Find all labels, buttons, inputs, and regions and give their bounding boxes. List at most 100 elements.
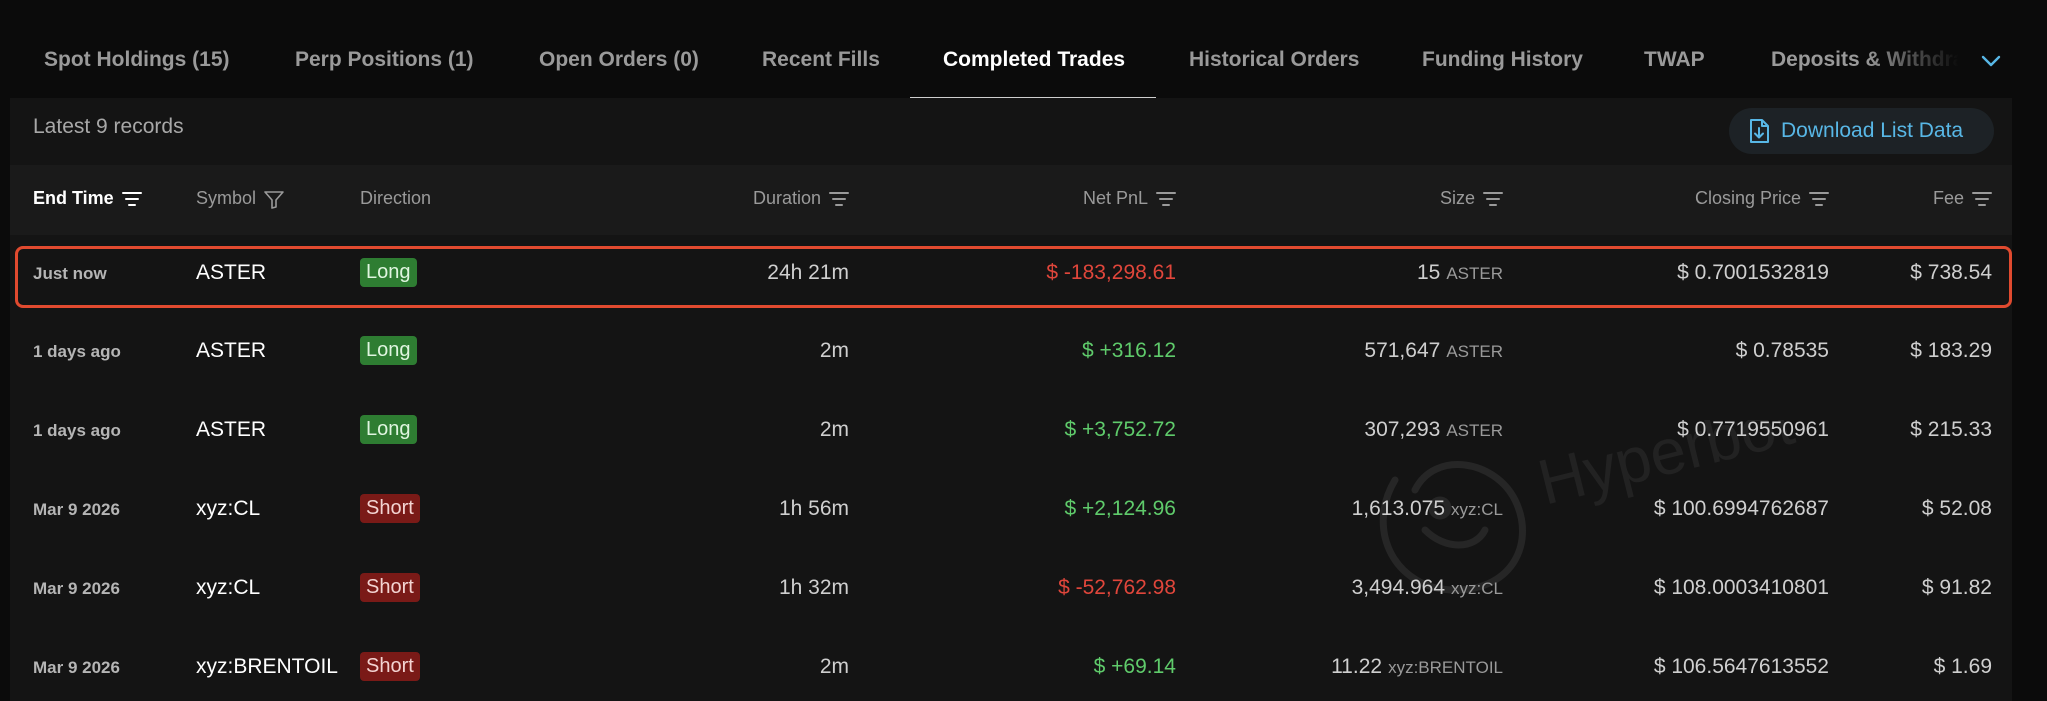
tab-bar: Spot Holdings (15) Perp Positions (1) Op… — [0, 0, 2047, 99]
row-net-pnl: $ +69.14 — [1093, 655, 1176, 678]
row-duration: 2m — [819, 339, 849, 362]
row-duration: 2m — [819, 655, 849, 678]
row-closing-price: $ 0.7719550961 — [1677, 418, 1829, 441]
row-size: 307,293 ASTER — [1364, 418, 1503, 442]
col-direction-label: Direction — [360, 188, 432, 208]
row-end-time: Mar 9 2026 — [33, 658, 120, 677]
tab-funding-history[interactable]: Funding History — [1422, 48, 1583, 71]
row-fee: $ 215.33 — [1910, 418, 1992, 441]
row-duration: 1h 56m — [778, 497, 849, 520]
direction-badge: Short — [360, 573, 420, 602]
table-row[interactable]: Just now ASTER Long 24h 21m $ -183,298.6… — [10, 242, 2012, 320]
row-size-value: 15 — [1416, 261, 1441, 284]
row-symbol[interactable]: xyz:CL — [196, 576, 261, 599]
download-list-label: Download List Data — [1781, 119, 1964, 142]
sort-lines-icon — [1156, 191, 1176, 207]
table-header: End Time Symbol Direction Duration Net P… — [10, 165, 2012, 235]
chevron-down-icon[interactable] — [1976, 46, 2006, 76]
col-closing-price-label: Closing Price — [1694, 188, 1801, 208]
col-symbol[interactable]: Symbol — [196, 188, 284, 209]
tab-spot-holdings[interactable]: Spot Holdings (15) — [44, 48, 230, 71]
col-direction: Direction — [360, 188, 431, 209]
row-end-time: Mar 9 2026 — [33, 579, 120, 598]
row-fee: $ 52.08 — [1921, 497, 1992, 520]
row-end-time: Mar 9 2026 — [33, 500, 120, 519]
row-symbol[interactable]: ASTER — [196, 339, 267, 362]
row-size-unit: ASTER — [1446, 421, 1503, 440]
row-size-value: 571,647 — [1364, 339, 1441, 362]
row-size: 1,613.075 xyz:CL — [1352, 497, 1503, 521]
table-row[interactable]: Mar 9 2026 xyz:CL Short 1h 56m $ +2,124.… — [10, 478, 2012, 556]
row-size-value: 1,613.075 — [1351, 497, 1446, 520]
row-size: 11.22 xyz:BRENTOIL — [1331, 655, 1503, 679]
col-symbol-label: Symbol — [196, 188, 257, 208]
row-size-unit: xyz:CL — [1451, 579, 1503, 598]
row-closing-price: $ 0.7001532819 — [1677, 261, 1829, 284]
row-closing-price: $ 0.78535 — [1735, 339, 1829, 362]
tab-historical-orders[interactable]: Historical Orders — [1189, 48, 1360, 71]
col-closing-price[interactable]: Closing Price — [1695, 188, 1829, 209]
row-size-unit: xyz:CL — [1451, 500, 1503, 519]
row-size-value: 11.22 — [1331, 655, 1383, 678]
sort-lines-icon — [121, 191, 142, 207]
col-size-label: Size — [1439, 188, 1475, 208]
row-net-pnl: $ +2,124.96 — [1064, 497, 1176, 520]
row-duration: 24h 21m — [767, 261, 849, 284]
direction-badge: Short — [360, 494, 420, 523]
table-row[interactable]: Mar 9 2026 xyz:CL Short 1h 32m $ -52,762… — [10, 557, 2012, 635]
col-net-pnl-label: Net PnL — [1082, 188, 1148, 208]
table-row[interactable]: 1 days ago ASTER Long 2m $ +3,752.72 307… — [10, 399, 2012, 477]
tab-recent-fills[interactable]: Recent Fills — [762, 48, 880, 71]
col-fee-label: Fee — [1932, 188, 1964, 208]
col-duration[interactable]: Duration — [753, 188, 849, 209]
col-end-time-label: End Time — [33, 188, 114, 208]
row-symbol[interactable]: xyz:BRENTOIL — [196, 655, 338, 678]
row-size: 3,494.964 xyz:CL — [1352, 576, 1503, 600]
row-closing-price: $ 108.0003410801 — [1653, 576, 1829, 599]
row-end-time: 1 days ago — [33, 421, 121, 440]
row-symbol[interactable]: ASTER — [196, 418, 267, 441]
funnel-icon[interactable] — [264, 190, 284, 209]
direction-badge: Long — [360, 258, 417, 287]
tab-perp-positions[interactable]: Perp Positions (1) — [295, 48, 474, 71]
row-symbol[interactable]: xyz:CL — [196, 497, 261, 520]
sort-lines-icon — [1972, 191, 1992, 207]
row-net-pnl: $ -52,762.98 — [1058, 576, 1176, 599]
row-fee: $ 738.54 — [1910, 261, 1992, 284]
download-file-icon — [1745, 117, 1773, 145]
row-size-unit: ASTER — [1446, 264, 1503, 283]
row-end-time: Just now — [33, 264, 107, 283]
row-fee: $ 183.29 — [1910, 339, 1992, 362]
row-size: 571,647 ASTER — [1364, 339, 1503, 363]
row-duration: 1h 32m — [778, 576, 849, 599]
row-size-value: 307,293 — [1364, 418, 1441, 441]
row-end-time: 1 days ago — [33, 342, 121, 361]
col-end-time[interactable]: End Time — [33, 188, 142, 209]
download-list-button[interactable]: Download List Data — [1729, 108, 1994, 154]
row-closing-price: $ 106.5647613552 — [1653, 655, 1829, 678]
row-size: 15 ASTER — [1417, 261, 1503, 285]
col-fee[interactable]: Fee — [1933, 188, 1992, 209]
direction-badge: Short — [360, 652, 420, 681]
tab-twap[interactable]: TWAP — [1644, 48, 1705, 71]
col-size[interactable]: Size — [1440, 188, 1503, 209]
row-fee: $ 1.69 — [1933, 655, 1992, 678]
table-row[interactable]: Mar 9 2026 xyz:BRENTOIL Short 2m $ +69.1… — [10, 623, 2012, 701]
tabs-fade — [1865, 30, 1975, 90]
col-net-pnl[interactable]: Net PnL — [1083, 188, 1176, 209]
row-net-pnl: $ -183,298.61 — [1046, 261, 1176, 284]
row-size-value: 3,494.964 — [1351, 576, 1446, 599]
row-fee: $ 91.82 — [1921, 576, 1992, 599]
row-net-pnl: $ +316.12 — [1081, 339, 1176, 362]
row-symbol[interactable]: ASTER — [196, 261, 267, 284]
tab-open-orders[interactable]: Open Orders (0) — [539, 48, 699, 71]
row-size-unit: ASTER — [1446, 342, 1503, 361]
row-duration: 2m — [819, 418, 849, 441]
sort-lines-icon — [1809, 191, 1829, 207]
records-count: Latest 9 records — [33, 115, 184, 138]
col-duration-label: Duration — [752, 188, 821, 208]
table-row[interactable]: 1 days ago ASTER Long 2m $ +316.12 571,6… — [10, 320, 2012, 398]
row-net-pnl: $ +3,752.72 — [1064, 418, 1176, 441]
sort-lines-icon — [829, 191, 849, 207]
tab-completed-trades[interactable]: Completed Trades — [943, 48, 1126, 71]
